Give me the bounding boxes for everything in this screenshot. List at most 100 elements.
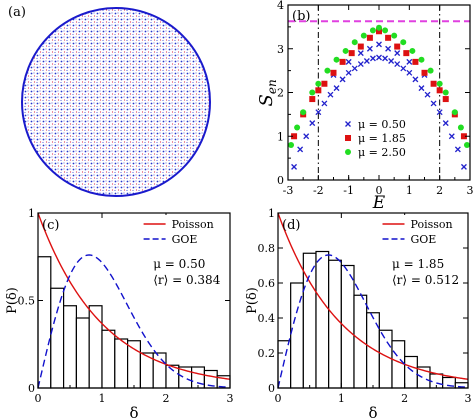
goe-curve <box>277 254 469 389</box>
data-point-circle <box>324 67 331 74</box>
legend-marker <box>345 135 351 141</box>
x-tick-label: 3 <box>465 392 472 405</box>
histogram-bar <box>191 366 206 389</box>
point-stroke <box>369 55 376 62</box>
data-point-square <box>412 58 419 65</box>
y-tick-label: 0.2 <box>258 347 276 360</box>
histogram-bar <box>50 287 65 389</box>
data-point-circle <box>300 109 307 116</box>
data-point-x <box>442 120 449 127</box>
x-tick-label: 2 <box>436 184 443 197</box>
data-point-circle <box>333 56 340 63</box>
data-point-x <box>345 58 352 65</box>
histogram-bar <box>126 340 141 389</box>
point-stroke <box>400 65 407 72</box>
panel-a: (a) <box>8 5 211 197</box>
data-point-circle <box>451 109 458 116</box>
data-point-x <box>406 58 413 65</box>
y-tick-label: 0 <box>28 382 35 395</box>
panel-c: 0 1 2 3 0 0.5 1 δ P(δ) (c) Poisson GOE μ = 0.50 ⟨r⟩ =… <box>5 207 234 420</box>
data-point-x <box>412 76 419 83</box>
histogram-bar <box>152 352 167 389</box>
y-axis-label-main: S <box>256 94 277 106</box>
data-point-square <box>321 80 328 87</box>
point-stroke <box>394 50 401 57</box>
histogram-bar <box>101 329 116 389</box>
x-axis-label: δ <box>129 404 138 420</box>
annotation-text: ⟨r⟩ = 0.384 <box>153 273 221 287</box>
data-point-square <box>315 87 322 94</box>
point-stroke <box>388 58 395 64</box>
histogram-bar <box>366 312 380 389</box>
point-stroke <box>430 100 437 107</box>
point-stroke <box>448 133 455 140</box>
data-point-x <box>357 50 364 57</box>
data-point-x <box>376 54 382 61</box>
data-point-circle <box>309 89 316 96</box>
data-point-square <box>436 87 443 94</box>
x-tick-label: -2 <box>313 184 324 197</box>
data-point-x <box>418 85 425 92</box>
y-axis-label: P(δ) <box>5 287 20 314</box>
data-point-x <box>327 91 334 98</box>
point-stroke <box>376 54 382 61</box>
point-stroke <box>303 133 310 140</box>
data-point-x <box>339 76 346 83</box>
panel-d: 0 1 2 3 0 0.2 0.4 0.6 0.8 1 δ P(δ) (d) Poisson GOE μ = … <box>245 207 472 420</box>
legend-label: μ = 0.50 <box>358 118 406 131</box>
data-point-circle <box>409 47 416 54</box>
data-point-x <box>303 133 310 140</box>
legend-marker <box>345 121 351 127</box>
panel-b: -3 -2 -1 0 1 2 3 0 1 2 3 4 E Sen (b) μ = 0.50μ = 1.85μ … <box>256 0 474 213</box>
y-tick-label: 0.6 <box>258 277 276 290</box>
point-stroke <box>363 58 370 64</box>
data-point-circle <box>436 80 443 87</box>
point-stroke <box>366 45 373 52</box>
legend-label: Poisson <box>172 218 214 231</box>
y-tick-label: 1 <box>277 130 284 143</box>
x-tick-label: 2 <box>401 392 408 405</box>
y-tick-label: 3 <box>277 43 284 56</box>
goe-curve <box>37 254 231 389</box>
point-stroke <box>385 45 392 52</box>
y-tick-label: 1 <box>28 207 35 220</box>
x-tick-label: 2 <box>163 392 170 405</box>
point-stroke <box>460 163 467 170</box>
x-tick-label: 0 <box>275 392 282 405</box>
data-point-x <box>351 65 358 72</box>
x-tick-label: 1 <box>338 392 345 405</box>
data-point-square <box>357 43 364 50</box>
data-point-x <box>363 58 370 64</box>
data-point-square <box>309 96 316 103</box>
data-point-x <box>448 133 455 140</box>
data-point-circle <box>391 32 398 39</box>
histogram-bar <box>37 256 52 389</box>
data-point-square <box>376 28 382 35</box>
histogram-bar <box>391 340 406 389</box>
point-stroke <box>351 65 358 72</box>
data-point-circle <box>288 142 295 148</box>
annotation-text: ⟨r⟩ = 0.512 <box>392 273 459 287</box>
data-point-x <box>333 85 340 92</box>
data-point-x <box>406 69 413 76</box>
data-point-x <box>345 69 352 76</box>
data-point-x <box>321 100 328 107</box>
annotation-text: μ = 0.50 <box>153 257 205 271</box>
y-tick-label: 4 <box>277 0 284 12</box>
data-point-circle <box>360 32 367 39</box>
histogram-bar <box>88 305 103 389</box>
data-point-circle <box>294 124 301 131</box>
legend-marker <box>345 149 351 155</box>
point-stroke <box>394 61 401 68</box>
data-point-x <box>382 55 389 62</box>
histogram-bar <box>340 264 355 389</box>
point-stroke <box>339 76 346 83</box>
x-tick-label: 0 <box>376 184 383 197</box>
data-point-x <box>430 100 437 107</box>
data-point-square <box>385 34 392 41</box>
point-stroke <box>357 61 364 68</box>
x-tick-label: 3 <box>227 392 234 405</box>
histogram-bar <box>328 259 342 389</box>
x-tick-label: -1 <box>343 184 354 197</box>
